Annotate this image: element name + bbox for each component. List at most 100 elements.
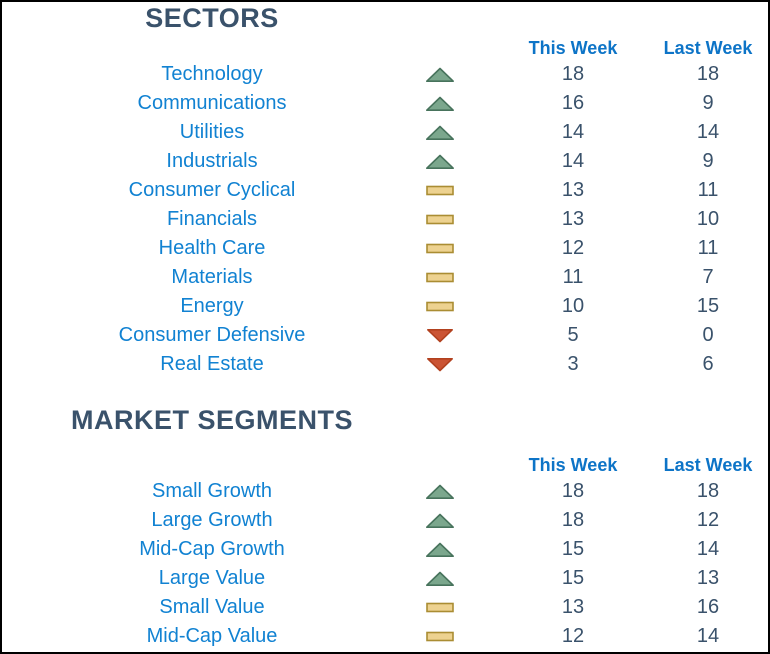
table-row: Industrials 14 9 [2, 147, 768, 176]
trend-icon-cell [422, 154, 458, 170]
trend-down-icon [427, 329, 453, 343]
last-week-value: 6 [702, 353, 714, 375]
column-header-this-week: This Week [528, 455, 618, 475]
last-week-value: 10 [696, 208, 720, 230]
table-row: Small Growth 18 18 [2, 477, 768, 506]
section-title: MARKET SEGMENTS [70, 405, 353, 435]
this-week-value: 14 [561, 121, 585, 143]
this-week-value: 14 [561, 150, 585, 172]
this-week-value: 18 [561, 63, 585, 85]
last-week-value: 11 [697, 179, 719, 201]
trend-flat-icon [426, 214, 454, 225]
this-week-value: 12 [561, 237, 585, 259]
row-label: Mid-Cap Growth [139, 538, 285, 560]
column-header-row: This Week Last Week [2, 454, 768, 477]
table-row: Mid-Cap Value 12 14 [2, 622, 768, 651]
last-week-value: 0 [702, 324, 714, 346]
trend-up-icon [426, 96, 454, 111]
this-week-value: 15 [561, 538, 585, 560]
trend-flat-icon [426, 602, 454, 613]
trend-up-icon [426, 513, 454, 528]
last-week-value: 7 [702, 266, 714, 288]
this-week-value: 13 [561, 179, 585, 201]
table-row: Communications 16 9 [2, 89, 768, 118]
last-week-value: 14 [696, 538, 720, 560]
row-label: Industrials [166, 150, 258, 172]
trend-flat-icon [426, 272, 454, 283]
trend-icon-cell [422, 513, 458, 529]
row-label: Energy [180, 295, 244, 317]
column-header-last-week: Last Week [663, 38, 753, 58]
row-label: Materials [171, 266, 253, 288]
table-rows: Small Growth 18 18 Large Growth 18 12 Mi… [2, 477, 768, 651]
trend-icon-cell [422, 542, 458, 558]
row-label: Consumer Cyclical [128, 179, 296, 201]
this-week-value: 11 [562, 266, 584, 288]
row-label: Communications [137, 92, 287, 114]
column-header-row: This Week Last Week [2, 37, 768, 60]
table-row: Real Estate 3 6 [2, 350, 768, 379]
trend-icon-cell [422, 301, 458, 312]
this-week-value: 5 [567, 324, 579, 346]
row-label: Large Growth [151, 509, 273, 531]
trend-up-icon [426, 125, 454, 140]
trend-icon-cell [422, 571, 458, 587]
this-week-value: 18 [561, 480, 585, 502]
row-label: Utilities [179, 121, 245, 143]
trend-icon-cell [422, 328, 458, 343]
this-week-value: 13 [561, 208, 585, 230]
last-week-value: 9 [702, 150, 714, 172]
table-row: Energy 10 15 [2, 292, 768, 321]
last-week-value: 13 [696, 567, 720, 589]
last-week-value: 15 [696, 295, 720, 317]
last-week-value: 18 [696, 63, 720, 85]
trend-up-icon [426, 571, 454, 586]
table-row: Financials 13 10 [2, 205, 768, 234]
trend-icon-cell [422, 631, 458, 642]
trend-up-icon [426, 484, 454, 499]
row-label: Real Estate [160, 353, 264, 375]
trend-down-icon [427, 358, 453, 372]
trend-up-icon [426, 154, 454, 169]
row-label: Financials [166, 208, 258, 230]
trend-icon-cell [422, 67, 458, 83]
row-label: Small Value [159, 596, 265, 618]
table-row: Mid-Cap Growth 15 14 [2, 535, 768, 564]
table-row: Consumer Defensive 5 0 [2, 321, 768, 350]
trend-icon-cell [422, 272, 458, 283]
last-week-value: 14 [696, 121, 720, 143]
table-row: Technology 18 18 [2, 60, 768, 89]
row-label: Small Growth [151, 480, 273, 502]
row-label: Large Value [158, 567, 266, 589]
section-title: SECTORS [145, 3, 279, 33]
this-week-value: 18 [561, 509, 585, 531]
trend-icon-cell [422, 214, 458, 225]
trend-flat-icon [426, 631, 454, 642]
column-header-last-week: Last Week [663, 455, 753, 475]
last-week-value: 11 [697, 237, 719, 259]
this-week-value: 3 [567, 353, 579, 375]
trend-flat-icon [426, 243, 454, 254]
row-label: Technology [161, 63, 263, 85]
trend-icon-cell [422, 243, 458, 254]
table-rows: Technology 18 18 Communications 16 9 Uti… [2, 60, 768, 379]
trend-icon-cell [422, 185, 458, 196]
this-week-value: 15 [561, 567, 585, 589]
row-label: Health Care [158, 237, 266, 259]
last-week-value: 14 [696, 625, 720, 647]
report-section: MARKET SEGMENTS This Week Last Week Smal… [2, 407, 768, 651]
table-row: Consumer Cyclical 13 11 [2, 176, 768, 205]
table-row: Health Care 12 11 [2, 234, 768, 263]
trend-icon-cell [422, 602, 458, 613]
last-week-value: 16 [696, 596, 720, 618]
table-row: Large Growth 18 12 [2, 506, 768, 535]
trend-up-icon [426, 67, 454, 82]
table-row: Utilities 14 14 [2, 118, 768, 147]
row-label: Mid-Cap Value [146, 625, 278, 647]
this-week-value: 13 [561, 596, 585, 618]
trend-icon-cell [422, 357, 458, 372]
table-row: Small Value 13 16 [2, 593, 768, 622]
table-row: Materials 11 7 [2, 263, 768, 292]
trend-flat-icon [426, 301, 454, 312]
